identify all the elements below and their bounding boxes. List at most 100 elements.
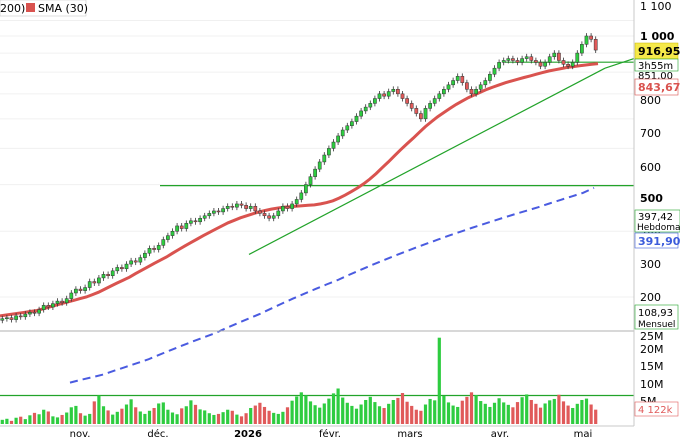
candle-body [175, 225, 179, 232]
volume-bar [9, 420, 14, 424]
candle-body [166, 235, 170, 240]
legend[interactable]: 200) SMA (30) [0, 0, 88, 17]
volume-bar [548, 400, 552, 424]
volume-bar [78, 413, 83, 424]
candle-body [432, 98, 437, 104]
volume-bar [230, 410, 234, 424]
volume-bar [354, 408, 359, 424]
candle-body [552, 52, 557, 57]
volume-bar [538, 407, 543, 424]
volume-current-tag: 4 122k [638, 405, 673, 416]
candle-body [455, 76, 460, 81]
volume-tick-10m: 10M [640, 378, 664, 391]
volume-bar [557, 394, 561, 424]
volume-bar [207, 413, 211, 424]
candle-body [317, 161, 322, 170]
volume-bar [83, 415, 87, 424]
candle-body [529, 56, 534, 61]
volume-bar [465, 396, 469, 424]
price-pane[interactable] [0, 0, 635, 397]
volume-bar [203, 410, 207, 424]
weekly-level-value: 397,42 [638, 212, 673, 223]
volume-bar [239, 416, 244, 424]
volume-bar [161, 402, 165, 424]
candle-body [538, 62, 543, 67]
candle-body [244, 205, 248, 209]
monthly-level-value: 108,93 [638, 308, 673, 319]
candle-body [492, 67, 497, 75]
candle-body [327, 148, 331, 156]
grid-lines [0, 20, 634, 298]
volume-bar [594, 409, 598, 424]
volume-bar [97, 395, 101, 424]
candle-body [46, 305, 51, 308]
legend-sma30-swatch [26, 3, 35, 12]
volume-bar [221, 412, 225, 424]
volume-bar [341, 397, 345, 424]
volume-bar [14, 417, 18, 424]
level-851-tag: 851,00 [638, 71, 673, 82]
candle-body [543, 62, 547, 67]
candle-body [557, 52, 561, 61]
monthly-level-label: Mensuel [638, 320, 675, 330]
volume-axis[interactable]: 25M 20M 15M 10M 5M 4 122k [634, 330, 679, 417]
volume-bar [308, 401, 313, 424]
volume-bar [74, 405, 78, 424]
candle-body [212, 210, 216, 214]
candle-body [74, 288, 78, 294]
horizontal-levels [0, 61, 634, 397]
candle-body [409, 103, 414, 109]
countdown-tag-bg [634, 58, 679, 72]
volume-bar [51, 416, 55, 424]
candle-body [584, 35, 589, 45]
candle-body [373, 98, 377, 104]
price-tick-300: 300 [640, 258, 661, 271]
time-axis[interactable]: nov. déc. 2026 févr. mars avr. mai [70, 428, 593, 439]
candle-body [488, 73, 492, 81]
volume-bar [511, 407, 515, 424]
volume-bar [60, 414, 64, 424]
volume-bar [147, 410, 152, 424]
candle-body [239, 203, 244, 206]
sma30-tag-bg [634, 78, 679, 96]
volume-bar [92, 401, 96, 424]
volume-bar [327, 398, 331, 424]
volume-bar [405, 401, 409, 424]
candle-body [561, 60, 566, 65]
volume-bar [350, 405, 354, 424]
candle-body [133, 260, 138, 263]
price-tick-200: 200 [640, 291, 661, 304]
volume-bar [111, 414, 115, 424]
candle-body [152, 248, 156, 250]
candle-body [460, 76, 465, 83]
volume-bar [138, 411, 142, 424]
candle-body [299, 192, 304, 200]
volume-bar [37, 414, 41, 424]
candle-body [331, 141, 336, 149]
volume-bar [336, 388, 340, 424]
volume-bar [552, 398, 556, 424]
volume-bar [65, 412, 69, 424]
volume-bar [368, 396, 372, 424]
volume-bar [534, 403, 538, 424]
volume-bar [561, 401, 566, 424]
time-label-nov: nov. [70, 429, 91, 439]
candle-body [405, 98, 409, 104]
candle-body [78, 288, 83, 291]
volume-bar [124, 404, 129, 424]
candle-body [304, 184, 308, 194]
volume-bar [566, 405, 570, 424]
volume-bar [198, 409, 202, 424]
volume-bar [166, 409, 170, 424]
candle-body [294, 199, 299, 205]
candle-body [143, 252, 147, 258]
volume-bar [262, 406, 267, 424]
trendlines [248, 58, 635, 255]
volume-bar [106, 410, 110, 424]
volume-bar [157, 403, 161, 424]
volume-pane[interactable] [0, 337, 598, 424]
candle-body [55, 300, 60, 304]
candle-body [92, 281, 97, 284]
